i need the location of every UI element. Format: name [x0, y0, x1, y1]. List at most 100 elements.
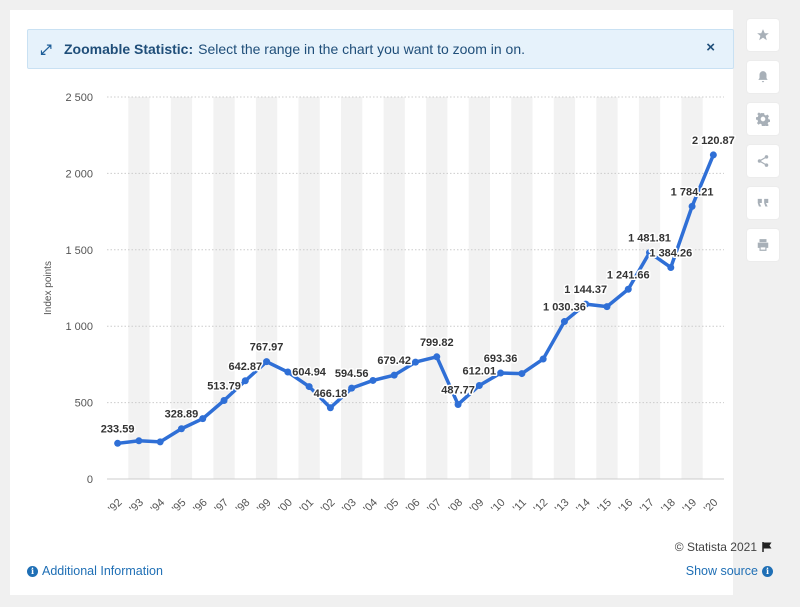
data-point: [348, 384, 356, 392]
data-point: [688, 202, 696, 210]
data-point: [603, 303, 611, 311]
x-tick-label: '03: [340, 497, 359, 516]
column-band: [426, 97, 448, 479]
expand-icon: ⤢: [40, 40, 52, 57]
info-icon: i: [762, 565, 773, 577]
data-label: 799.82: [420, 337, 454, 349]
y-tick-label: 1 000: [65, 321, 93, 333]
additional-information-label: Additional Information: [42, 564, 163, 578]
data-point: [156, 438, 164, 446]
data-label: 604.94: [292, 367, 327, 379]
data-label: 679.42: [377, 355, 411, 367]
x-tick-label: '95: [170, 497, 189, 516]
close-banner-button[interactable]: ×: [706, 39, 715, 56]
data-point: [582, 300, 590, 308]
column-band: [128, 97, 150, 479]
data-point: [284, 368, 292, 376]
column-band: [255, 97, 278, 479]
data-point: [177, 425, 185, 433]
column-band: [298, 97, 320, 479]
x-tick-label: '14: [574, 497, 593, 516]
data-label: 594.56: [335, 368, 369, 380]
x-tick-label: '15: [595, 497, 614, 516]
data-point: [646, 249, 654, 257]
column-band: [170, 97, 193, 479]
x-tick-label: '97: [213, 497, 232, 516]
data-point: [560, 318, 568, 326]
data-point: [624, 285, 632, 293]
data-point: [390, 371, 398, 379]
data-label: 612.01: [462, 365, 496, 377]
x-tick-label: '05: [383, 497, 402, 516]
show-source-link[interactable]: Show source i: [686, 564, 773, 578]
x-tick-label: '10: [489, 497, 508, 516]
x-tick-label: '01: [298, 497, 317, 516]
x-tick-label: '00: [276, 497, 295, 516]
data-label: 233.59: [101, 423, 135, 435]
cite-button[interactable]: [747, 187, 779, 219]
bell-icon: [758, 71, 768, 83]
column-band: [213, 97, 235, 479]
data-label: 328.89: [165, 409, 199, 421]
data-label: 1 384.26: [649, 247, 692, 259]
y-axis-label: Index points: [43, 261, 54, 315]
banner-title: Zoomable Statistic:: [64, 41, 194, 57]
data-point: [412, 358, 419, 366]
x-tick-label: '13: [553, 497, 572, 516]
print-button[interactable]: [747, 229, 779, 261]
column-band: [596, 97, 618, 479]
x-tick-label: '12: [532, 497, 551, 516]
data-point: [667, 263, 675, 271]
y-tick-label: 2 000: [65, 168, 93, 180]
data-point: [709, 151, 717, 159]
credit-text: © Statista 2021: [674, 540, 757, 554]
x-tick-label: '17: [638, 497, 657, 516]
x-tick-label: '20: [702, 497, 721, 516]
data-label: 466.18: [314, 388, 348, 400]
x-tick-label: '96: [191, 497, 210, 516]
side-toolbar: [747, 19, 779, 271]
x-tick-label: '11: [511, 497, 529, 515]
show-source-label: Show source: [685, 564, 758, 578]
info-icon: i: [27, 565, 38, 577]
data-point: [220, 396, 228, 404]
settings-button[interactable]: [747, 103, 779, 135]
gear-icon: [756, 112, 770, 126]
x-tick-label: '08: [447, 497, 466, 516]
x-tick-label: '07: [425, 497, 444, 516]
notification-button[interactable]: [747, 61, 779, 93]
data-label: 1 241.66: [607, 269, 650, 281]
data-label: 2 120.87: [692, 135, 735, 147]
x-tick-label: '93: [127, 497, 146, 516]
column-band: [511, 97, 533, 479]
data-label: 1 481.81: [628, 233, 671, 245]
favorite-button[interactable]: [747, 19, 779, 51]
column-band: [553, 97, 576, 479]
column-band: [383, 97, 405, 479]
column-band: [468, 97, 490, 479]
share-button[interactable]: [747, 145, 779, 177]
x-tick-label: '18: [659, 497, 678, 516]
x-tick-label: '94: [149, 497, 168, 516]
data-point: [326, 404, 334, 412]
column-band: [341, 97, 363, 479]
data-label: 513.79: [207, 380, 241, 392]
column-band: [681, 97, 703, 479]
data-point: [497, 369, 505, 377]
y-tick-label: 500: [75, 398, 93, 410]
data-label: 487.77: [441, 384, 475, 396]
data-point: [539, 355, 547, 363]
data-point: [518, 370, 526, 378]
x-tick-label: '06: [404, 497, 423, 516]
data-point: [475, 381, 483, 389]
data-label: 642.87: [228, 361, 262, 373]
data-label: 1 784.21: [671, 186, 714, 198]
additional-information-link[interactable]: i Additional Information: [27, 564, 163, 578]
y-tick-label: 2 500: [65, 92, 93, 104]
print-icon: [757, 239, 769, 251]
data-label: 693.36: [484, 353, 518, 365]
data-point: [369, 376, 377, 384]
x-tick-label: '99: [255, 497, 274, 516]
column-band: [638, 97, 661, 479]
